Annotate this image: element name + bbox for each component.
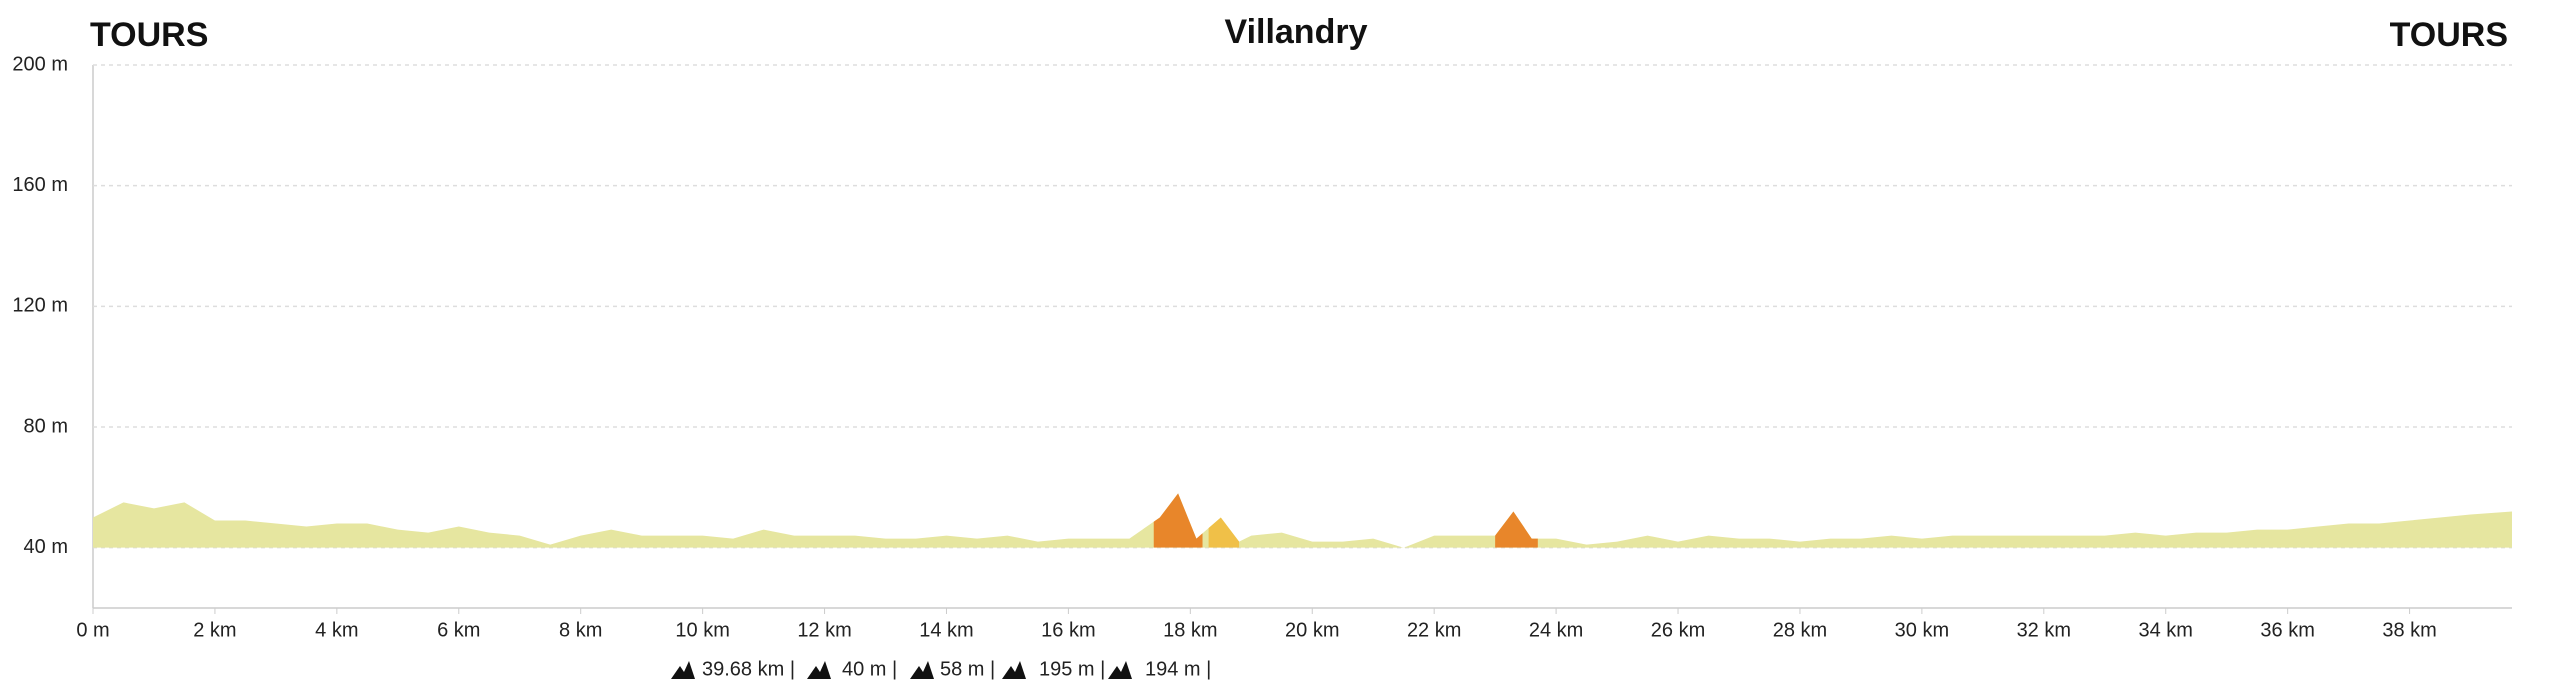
x-tick-label: 32 km — [2017, 619, 2071, 641]
start-label: TOURS — [90, 16, 208, 54]
x-tick-label: 0 m — [76, 619, 109, 641]
stat-icon — [1002, 661, 1026, 679]
end-label: TOURS — [2390, 16, 2508, 54]
stat-value: 39.68 km | — [702, 658, 795, 680]
x-tick-label: 36 km — [2260, 619, 2314, 641]
x-tick-label: 24 km — [1529, 619, 1583, 641]
x-tick-label: 2 km — [193, 619, 236, 641]
chart-title: Villandry — [1225, 13, 1368, 51]
climb-segment — [1153, 493, 1203, 548]
y-tick-label: 120 m — [12, 295, 68, 317]
stat-icon — [807, 661, 831, 679]
x-tick-label: 18 km — [1163, 619, 1217, 641]
x-tick-label: 12 km — [797, 619, 851, 641]
x-tick-label: 26 km — [1651, 619, 1705, 641]
x-tick-label: 14 km — [919, 619, 973, 641]
x-tick-label: 28 km — [1773, 619, 1827, 641]
y-tick-label: 160 m — [12, 174, 68, 196]
x-tick-label: 6 km — [437, 619, 480, 641]
x-tick-label: 16 km — [1041, 619, 1095, 641]
stat-value: 194 m | — [1145, 658, 1211, 680]
elevation-area — [93, 493, 2512, 548]
x-tick-label: 22 km — [1407, 619, 1461, 641]
stat-icon — [671, 661, 695, 679]
stat-icon — [910, 661, 934, 679]
y-tick-label: 80 m — [24, 415, 68, 437]
x-tick-label: 8 km — [559, 619, 602, 641]
stat-value: 58 m | — [940, 658, 995, 680]
x-tick-label: 34 km — [2138, 619, 2192, 641]
stat-icon — [1108, 661, 1132, 679]
x-tick-label: 4 km — [315, 619, 358, 641]
x-tick-label: 30 km — [1895, 619, 1949, 641]
y-tick-label: 40 m — [24, 536, 68, 558]
stat-value: 40 m | — [842, 658, 897, 680]
stat-value: 195 m | — [1039, 658, 1105, 680]
y-tick-label: 200 m — [12, 53, 68, 75]
x-tick-label: 20 km — [1285, 619, 1339, 641]
x-tick-label: 38 km — [2382, 619, 2436, 641]
x-tick-label: 10 km — [675, 619, 729, 641]
